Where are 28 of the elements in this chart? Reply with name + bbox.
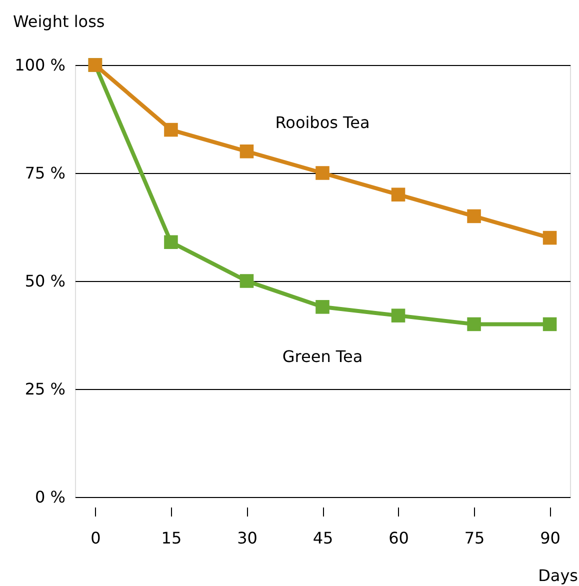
series-label: Rooibos Tea [275, 113, 370, 132]
y-axis-title: Weight loss [13, 12, 105, 31]
point [164, 235, 178, 250]
point [316, 166, 330, 180]
text: Green Tea [282, 346, 363, 366]
y-tick-label: 50 % [24, 272, 66, 290]
point [240, 144, 254, 158]
y-tick-label: 75 % [24, 164, 66, 182]
x-tick-label: 30 [237, 528, 258, 548]
point [164, 122, 178, 137]
y-tick-label: 0 % [35, 488, 66, 506]
x-tick-label: 60 [388, 528, 409, 548]
point [391, 308, 406, 322]
point [542, 230, 557, 245]
x-tick-label: 15 [161, 528, 182, 548]
point [467, 209, 481, 224]
x-tick-label: 45 [312, 528, 334, 548]
point [391, 188, 406, 202]
point [240, 274, 254, 288]
y-tick-label: 100 % [14, 56, 66, 74]
point [467, 317, 481, 332]
x-axis-title: Days [538, 566, 578, 585]
y-tick-label: 25 % [24, 380, 66, 398]
x-tick-label: 90 [540, 528, 560, 548]
x-tick-label: 75 [464, 528, 485, 548]
point [542, 317, 557, 332]
x-tick-label: 0 [90, 528, 101, 548]
point [316, 300, 330, 314]
